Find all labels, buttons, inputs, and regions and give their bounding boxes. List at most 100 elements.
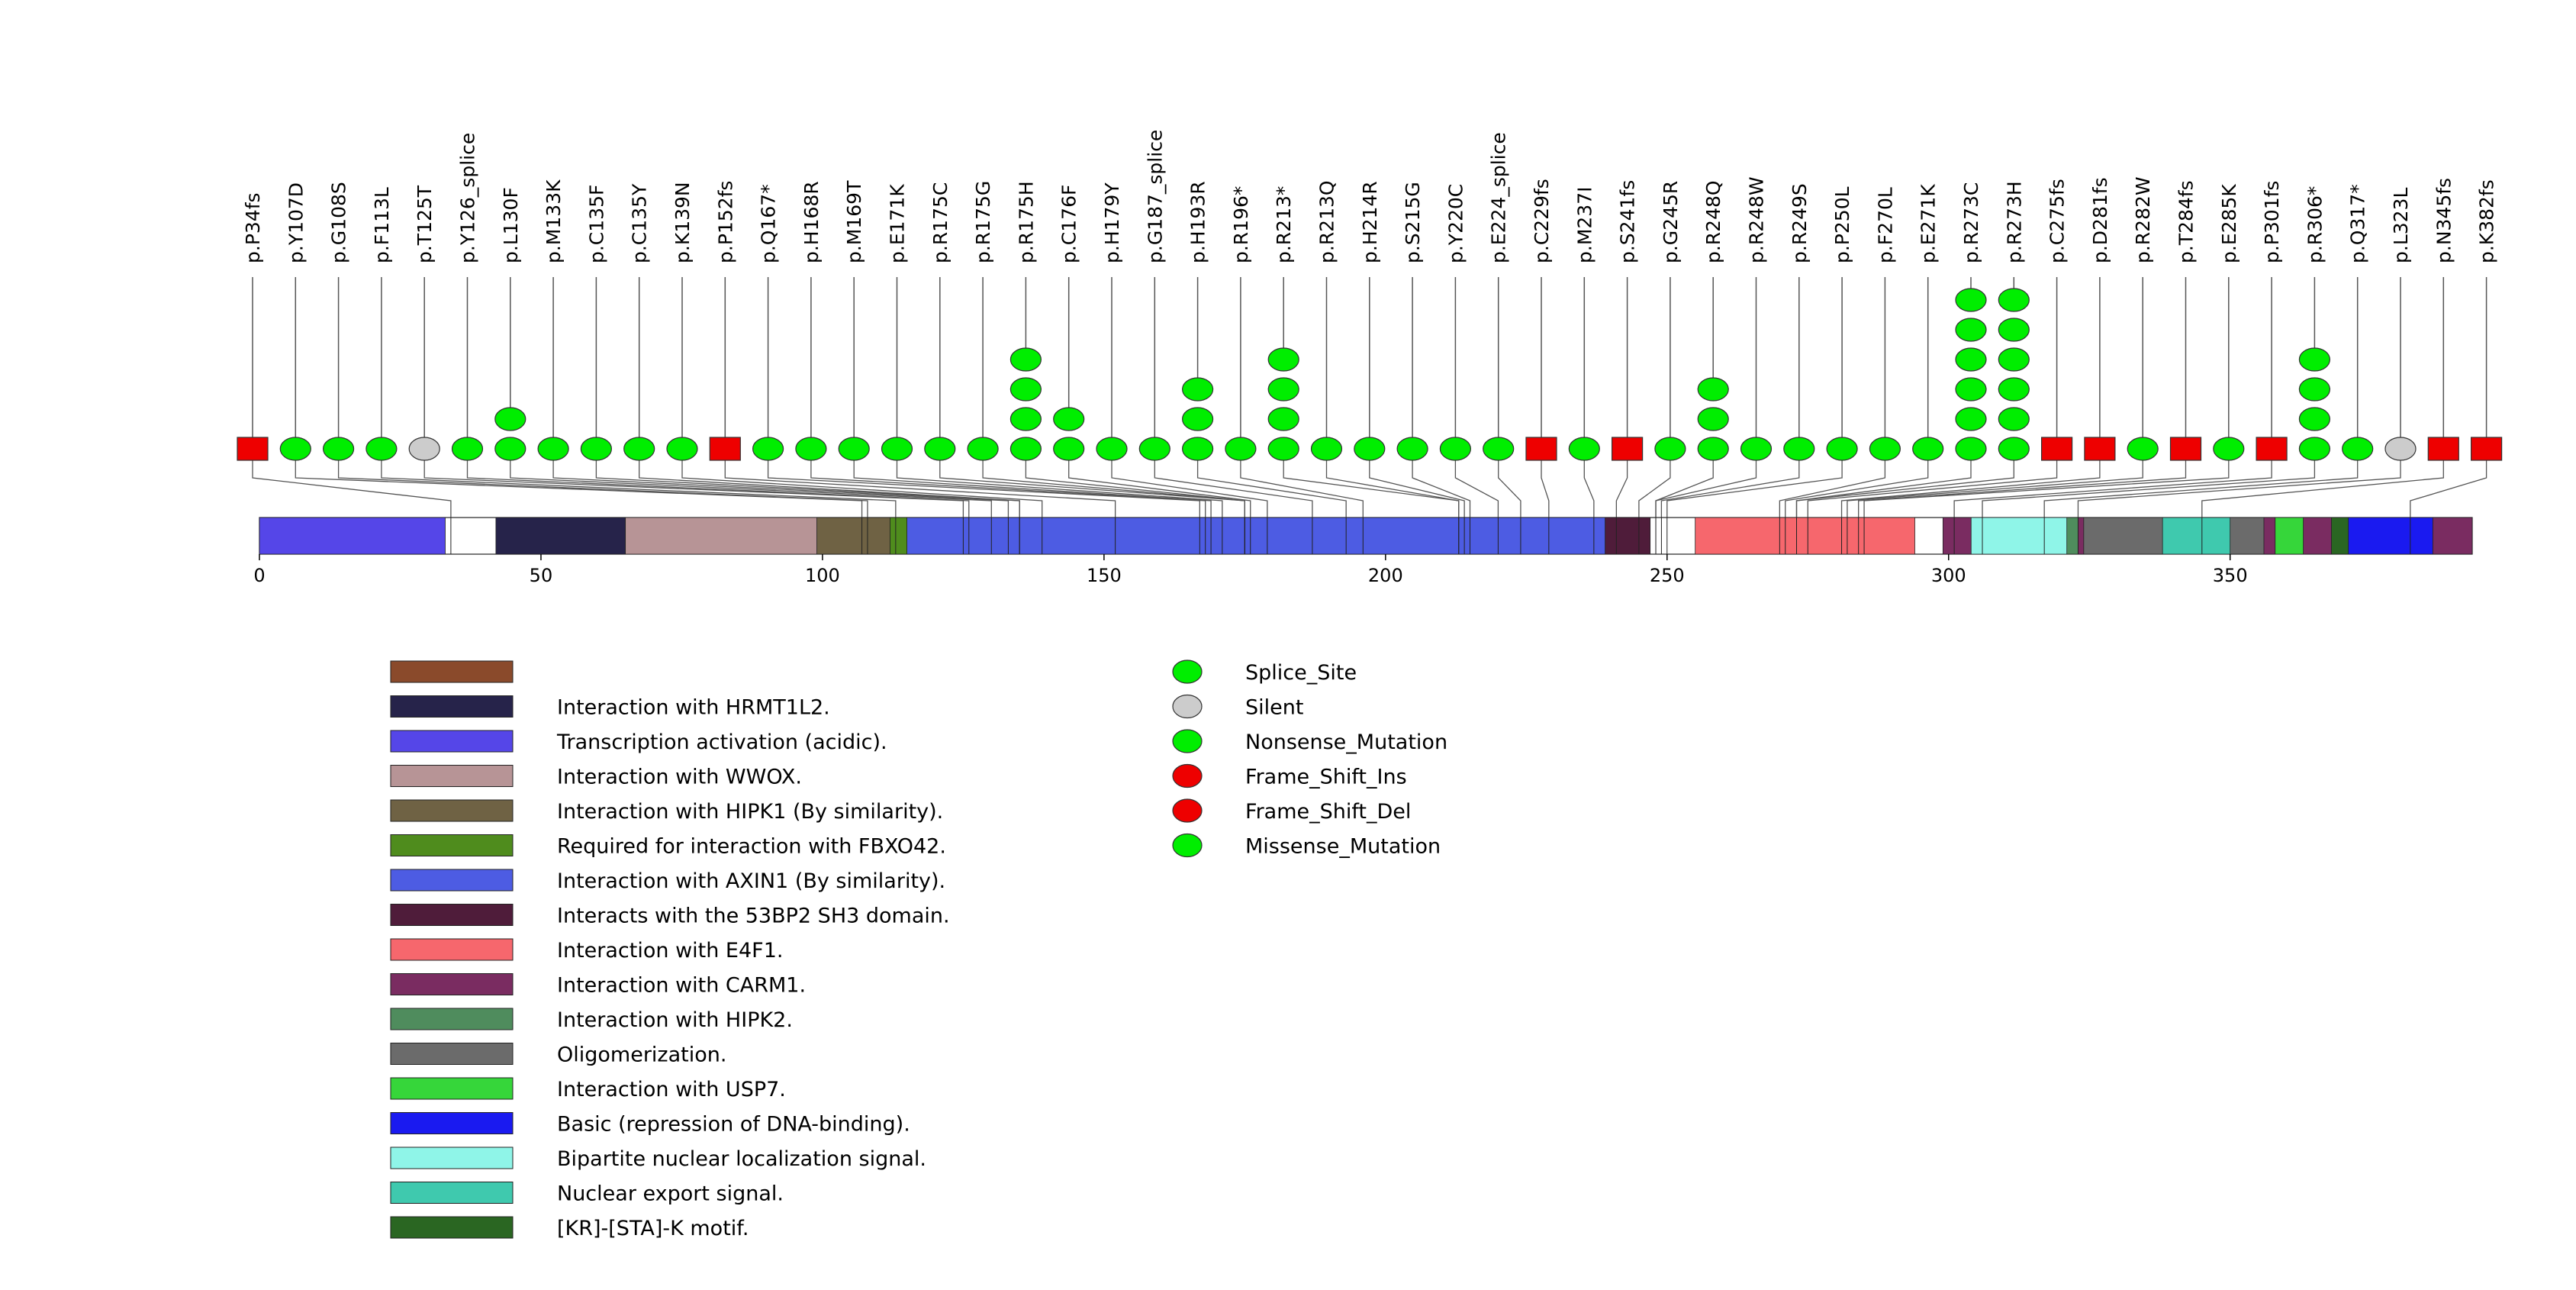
mutation-marker-circle	[1396, 437, 1428, 461]
domain-segment	[1970, 517, 2068, 555]
domain-legend-label: Interaction with HIPK1 (By similarity).	[557, 800, 943, 824]
mutation-legend-label: Frame_Shift_Del	[1245, 800, 1411, 824]
mutation-marker-circle	[2342, 437, 2374, 461]
mutation-marker-circle	[1654, 437, 1686, 461]
mutation-label: p.P152fs	[714, 181, 736, 263]
mutation-marker-circle	[1955, 288, 1987, 312]
mutation-label: p.E285K	[2218, 184, 2240, 263]
mutation-label: p.R196*	[1230, 186, 1252, 263]
mutation-marker-circle	[1697, 437, 1729, 461]
mutation-marker-circle	[967, 437, 999, 461]
domain-legend-swatch	[390, 834, 514, 856]
mutation-marker-circle	[1955, 347, 1987, 372]
mutation-label: p.R282W	[2132, 176, 2154, 263]
mutation-label: p.R306*	[2304, 186, 2326, 263]
mutation-label: p.T284fs	[2175, 180, 2198, 263]
mutation-label: p.M237I	[1573, 187, 1596, 263]
mutation-marker-circle	[1354, 437, 1386, 461]
mutation-label: p.H214R	[1359, 181, 1381, 263]
domain-legend: Interaction with HRMT1L2. Transcription a…	[390, 660, 950, 1240]
mutation-label: p.F113L	[371, 187, 393, 263]
mutation-label: p.P34fs	[242, 192, 264, 263]
mutation-marker-circle	[1181, 407, 1214, 431]
mutation-marker-circle	[580, 437, 613, 461]
domain-segment	[2162, 517, 2231, 555]
mutation-marker-square	[709, 437, 741, 461]
mutation-legend-label: Splice_Site	[1245, 661, 1357, 685]
mutation-legend-swatch	[1172, 833, 1203, 858]
mutation-marker-circle	[1009, 437, 1042, 461]
mutation-marker-circle	[494, 437, 526, 461]
mutation-label: p.Q317*	[2347, 184, 2369, 263]
mutation-label: p.R248W	[1746, 176, 1768, 263]
mutation-legend-label: Missense_Mutation	[1245, 835, 1441, 859]
mutation-marker-circle	[1998, 288, 2030, 312]
domain-legend-swatch	[390, 904, 514, 926]
mutation-marker-circle	[1998, 318, 2030, 342]
domain-segment	[259, 517, 446, 555]
domain-legend-swatch	[390, 730, 514, 753]
mutation-label: p.T125T	[414, 185, 436, 263]
mutation-markers	[237, 288, 2503, 461]
mutation-marker-circle	[2298, 377, 2330, 402]
mutation-marker-circle	[365, 437, 398, 461]
mutation-label: p.L130F	[500, 187, 522, 263]
mutation-marker-circle	[451, 437, 484, 461]
mutation-marker-circle	[1783, 437, 1815, 461]
mutation-marker-circle	[1998, 377, 2030, 402]
domain-legend-label: Interaction with HRMT1L2.	[557, 696, 830, 720]
mutation-label: p.G108S	[328, 182, 350, 263]
mutation-marker-square	[1612, 437, 1644, 461]
mutation-marker-square	[2041, 437, 2073, 461]
mutation-marker-circle	[1053, 437, 1085, 461]
mutation-label: p.H179Y	[1101, 182, 1123, 263]
mutation-marker-circle	[1267, 437, 1299, 461]
mutation-label: p.R273H	[2003, 181, 2025, 263]
mutation-label: p.N345fs	[2433, 178, 2455, 263]
mutation-label: p.E224_splice	[1488, 132, 1510, 263]
mutation-marker-square	[2084, 437, 2116, 461]
domain-segment	[495, 517, 626, 555]
mutation-label: p.E271K	[1918, 184, 1940, 263]
mutation-marker-circle	[1267, 347, 1299, 372]
mutation-label: p.C135F	[585, 185, 607, 263]
axis-tick-label: 150	[1087, 565, 1122, 586]
mutation-legend-swatch	[1172, 660, 1203, 684]
mutation-marker-square	[2256, 437, 2288, 461]
mutation-label: p.R273C	[1960, 182, 1982, 263]
mutation-marker-circle	[2298, 347, 2330, 372]
mutation-marker-circle	[1998, 347, 2030, 372]
mutation-legend-label: Silent	[1245, 696, 1303, 720]
mutation-label: p.H193R	[1187, 181, 1209, 263]
mutation-marker-circle	[1955, 377, 1987, 402]
domain-legend-label: Interacts with the 53BP2 SH3 domain.	[557, 905, 950, 928]
mutation-marker-circle	[323, 437, 355, 461]
mutation-marker-square	[2427, 437, 2459, 461]
mutation-marker-circle	[1096, 437, 1128, 461]
mutation-legend-swatch	[1172, 763, 1203, 789]
domain-legend-swatch	[390, 1182, 514, 1204]
domain-legend-swatch	[390, 1043, 514, 1065]
mutation-marker-circle	[1568, 437, 1600, 461]
mutation-label: p.C275fs	[2046, 179, 2069, 263]
mutation-legend-swatch	[1172, 798, 1203, 823]
domain-legend-swatch	[390, 1216, 514, 1239]
domain-legend-label: Transcription activation (acidic).	[556, 730, 887, 754]
mutation-marker-square	[237, 437, 269, 461]
axis-tick-label: 100	[805, 565, 840, 586]
mutation-label: p.S241fs	[1617, 180, 1639, 263]
axis-tick-label: 200	[1368, 565, 1403, 586]
mutation-marker-circle	[752, 437, 784, 461]
x-axis: 0 50 100 150 200 250 300 350	[253, 554, 2248, 586]
mutation-marker-circle	[1181, 437, 1214, 461]
mutation-marker-circle	[1955, 318, 1987, 342]
domain-legend-swatch	[390, 660, 514, 683]
mutation-marker-square	[2471, 437, 2503, 461]
mutation-marker-circle	[1439, 437, 1472, 461]
domain-legend-label: Nuclear export signal.	[557, 1182, 784, 1206]
mutation-marker-circle	[1869, 437, 1901, 461]
mutation-label: p.S215G	[1402, 182, 1424, 263]
mutation-marker-circle	[1310, 437, 1343, 461]
axis-tick-label: 0	[253, 565, 265, 586]
mutation-marker-circle	[1138, 437, 1170, 461]
